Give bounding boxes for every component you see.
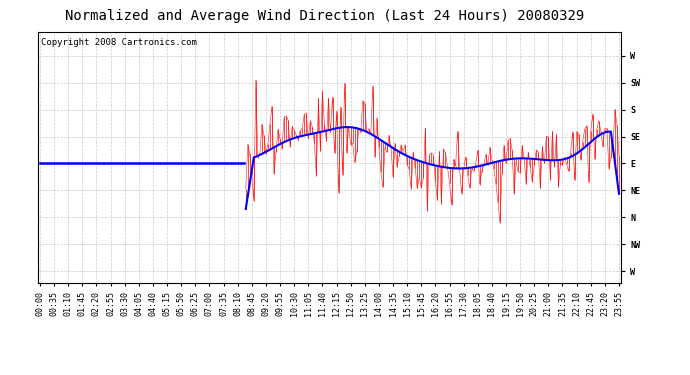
- Text: Normalized and Average Wind Direction (Last 24 Hours) 20080329: Normalized and Average Wind Direction (L…: [65, 9, 584, 23]
- Text: Copyright 2008 Cartronics.com: Copyright 2008 Cartronics.com: [41, 38, 197, 47]
